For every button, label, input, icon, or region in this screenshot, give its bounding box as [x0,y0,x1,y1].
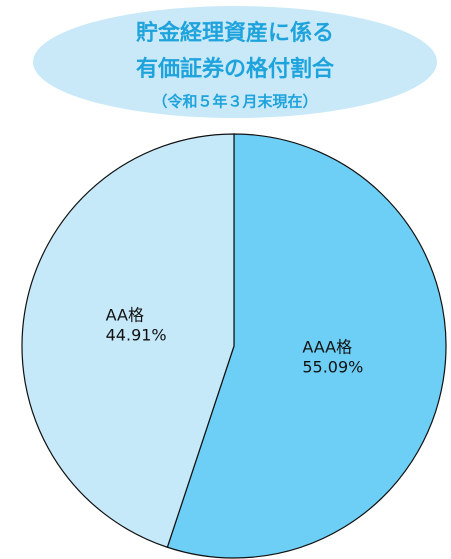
chart-title: 有価証券の格付割合 [136,56,335,82]
slice-value-label: 44.91% [106,326,167,345]
pie-slice [166,133,447,559]
chart-title: 貯金経理資産に係る [136,20,334,46]
title-background [33,6,437,118]
pie-slice [21,133,235,549]
slice-value-label: 55.09% [302,357,363,376]
slice-label: AAA格 [302,337,352,356]
slice-label: AA格 [106,306,144,325]
chart-subtitle: （令和５年３月末現在） [152,93,317,111]
